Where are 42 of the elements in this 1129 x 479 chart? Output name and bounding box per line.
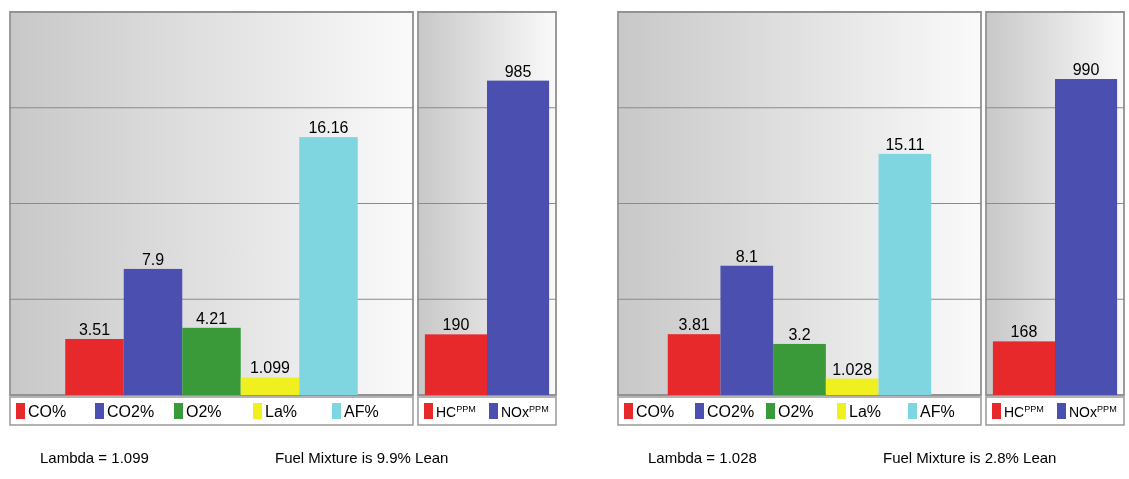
legend-label: CO2% [707,403,755,420]
bar [667,334,721,395]
bar [240,377,300,395]
data-label: 1.028 [832,360,873,378]
bar [878,153,932,395]
data-label: 7.9 [141,250,165,268]
legend-label: CO2% [107,403,155,420]
bar [773,343,826,395]
data-label: 985 [504,62,532,80]
data-label: 190 [442,316,470,334]
text: Lambda = 1.028 [648,449,757,466]
data-label: 8.1 [735,247,759,265]
legend-label: HC$^{PPM}$ [436,404,476,420]
text: Fuel Mixture is 9.9% Lean [275,449,449,466]
bar [123,268,183,395]
text: Fuel Mixture is 2.8% Lean [883,449,1057,466]
legend-label: HC$^{PPM}$ [1004,404,1044,420]
data-label: 15.11 [885,135,925,153]
legend-label: NOx$^{PPM}$ [501,404,549,420]
bar [182,327,241,395]
data-label: 3.81 [678,316,710,334]
data-label: 3.51 [78,320,111,338]
bar [825,378,879,395]
data-label: 168 [1010,323,1038,341]
data-label: 3.2 [788,325,811,343]
data-label: 990 [1072,61,1100,79]
text: Lambda = 1.099 [40,449,149,466]
legend-label: CO% [636,403,675,420]
bar [65,338,124,395]
legend-label: NOx$^{PPM}$ [1069,404,1117,420]
legend-label: O2% [186,403,222,420]
legend-label: CO% [28,403,67,420]
bar [299,137,358,395]
legend-label: AF% [344,403,379,420]
data-label: 16.16 [308,119,349,137]
data-label: 4.21 [195,309,228,327]
bar [720,265,774,395]
data-label: 1.099 [249,359,291,377]
legend-label: O2% [778,403,814,420]
legend-label: La% [849,403,882,420]
legend-label: AF% [920,403,955,420]
legend-label: La% [265,403,298,420]
